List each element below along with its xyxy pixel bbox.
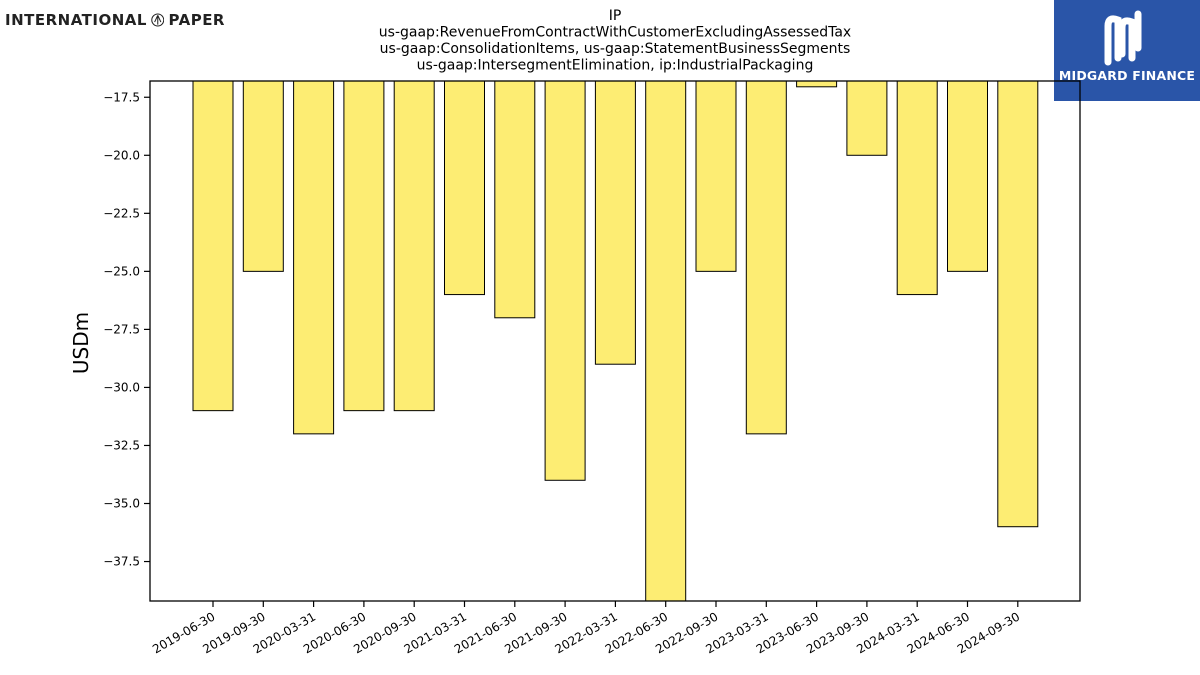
y-tick-label: −17.5: [103, 90, 140, 104]
chart-title-line: IP: [609, 8, 622, 24]
bar: [594, 80, 636, 365]
y-tick-label: −37.5: [103, 555, 140, 569]
bar: [393, 80, 435, 412]
bar: [846, 80, 888, 156]
logo-right-word: PAPER: [168, 11, 225, 29]
y-axis-label: USDm: [69, 312, 93, 374]
bar: [544, 80, 586, 481]
bar: [192, 80, 234, 412]
y-tick-label: −32.5: [103, 438, 140, 452]
y-axis: −17.5 −20.0 −22.5 −25.0 −27.5 −30.0 −32.5 −35.0…: [103, 90, 150, 569]
chart-title-line: us-gaap:IntersegmentElimination, ip:Indu…: [417, 58, 814, 74]
bar: [695, 80, 737, 272]
chart-title-line: us-gaap:RevenueFromContractWithCustomerE…: [379, 25, 851, 41]
y-tick-label: −35.0: [103, 497, 140, 511]
bar: [796, 80, 838, 88]
international-paper-logo: INTERNATIONAL PAPER: [5, 4, 225, 36]
international-paper-logo-icon: [151, 13, 165, 27]
bar: [947, 80, 988, 272]
y-tick-label: −30.0: [103, 380, 140, 394]
chart-title: IPus-gaap:RevenueFromContractWithCustome…: [379, 8, 851, 74]
chart-title-line: us-gaap:ConsolidationItems, us-gaap:Stat…: [380, 41, 851, 57]
midgard-name: MIDGARD FINANCE: [1058, 68, 1196, 83]
logo-left-word: INTERNATIONAL: [5, 11, 147, 29]
bar: [896, 80, 938, 296]
midgard-watermark: MIDGARD FINANCE: [1054, 0, 1200, 101]
bar: [242, 80, 284, 272]
y-tick-label: −20.0: [103, 148, 140, 162]
bar: [444, 80, 485, 296]
y-tick-label: −22.5: [103, 206, 140, 220]
bar: [745, 80, 787, 435]
bar: [494, 80, 536, 319]
x-axis: 2019-06-302019-09-302020-03-312020-06-30…: [150, 601, 1022, 656]
bars: [192, 80, 1039, 602]
bar: [997, 80, 1039, 528]
midgard-logo-icon: [1104, 10, 1142, 66]
y-tick-label: −25.0: [103, 264, 140, 278]
bar: [645, 80, 687, 602]
bar: [293, 80, 335, 435]
bar: [343, 80, 385, 412]
y-tick-label: −27.5: [103, 322, 140, 336]
